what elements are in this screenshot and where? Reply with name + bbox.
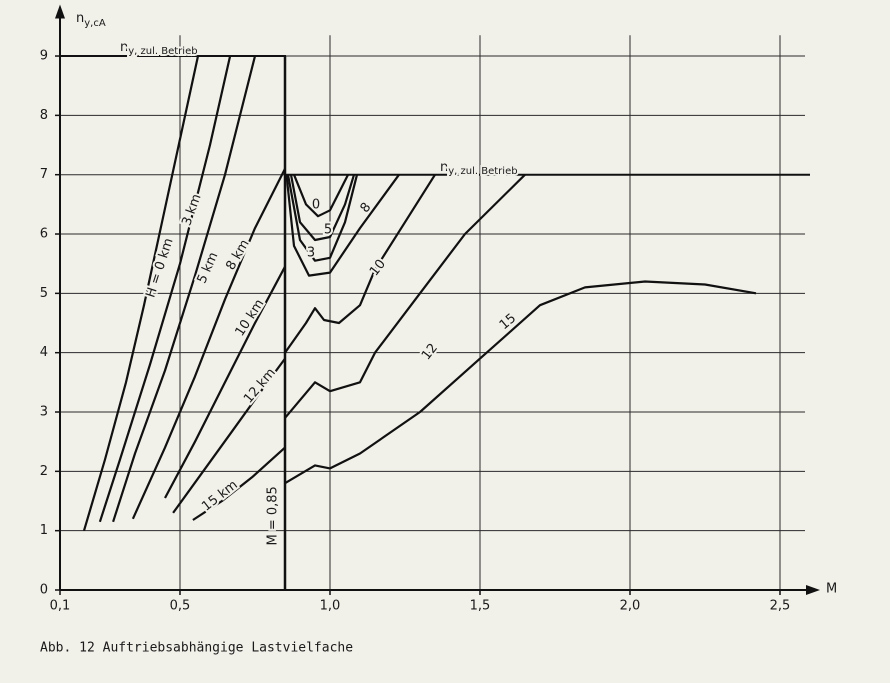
curve-label: 3 [307, 246, 315, 261]
limit-label-sub: y, zul. Betrieb [448, 166, 517, 177]
x-axis-arrow [806, 585, 820, 595]
limit-label-main: n [440, 160, 448, 175]
curve [82, 55, 200, 532]
y-tick-label: 0 [40, 583, 48, 598]
x-tick-label: 1,0 [320, 599, 341, 614]
curve [172, 357, 286, 514]
curve [192, 446, 286, 521]
curve-label: 0 [312, 198, 320, 213]
x-tick-label: 2,0 [620, 599, 641, 614]
curve-label: 5 [324, 223, 332, 238]
y-axis-label: ny,cA [76, 11, 106, 30]
curve [286, 174, 359, 262]
curve [289, 174, 356, 242]
y-tick-label: 5 [40, 286, 48, 301]
limit-label: ny, zul. Betrieb [120, 40, 198, 58]
y-axis-arrow [55, 4, 65, 19]
y-tick-label: 9 [40, 49, 48, 64]
x-tick-label: 1,5 [470, 599, 491, 614]
curve [164, 266, 286, 499]
y-tick-label: 3 [40, 405, 48, 420]
y-tick-label: 7 [40, 167, 48, 182]
y-tick-label: 4 [40, 345, 48, 360]
x-tick-label: 0,5 [170, 599, 191, 614]
y-axis-label-main: n [76, 11, 84, 26]
y-tick-label: 6 [40, 227, 48, 242]
curve [284, 174, 436, 354]
mach-line-label: M = 0,85 [266, 486, 281, 545]
x-tick-label: 2,5 [770, 599, 791, 614]
limit-label-sub: y, zul. Betrieb [128, 46, 197, 57]
limit-label: ny, zul. Betrieb [440, 160, 518, 178]
curve [285, 174, 400, 277]
curve [131, 168, 286, 520]
x-axis-label: M [826, 582, 837, 597]
limit-line [60, 55, 810, 176]
y-tick-label: 1 [40, 523, 48, 538]
curve [284, 280, 757, 485]
curve [292, 174, 349, 218]
caption: Abb. 12 Auftriebsabhängige Lastvielfache [40, 641, 353, 656]
limit-label-main: n [120, 40, 128, 55]
x-tick-label: 0,1 [50, 599, 71, 614]
y-tick-label: 8 [40, 108, 48, 123]
y-tick-label: 2 [40, 464, 48, 479]
curve [284, 173, 526, 419]
curve [112, 55, 257, 523]
curve [98, 55, 232, 523]
y-axis-label-sub: y,cA [84, 18, 106, 29]
